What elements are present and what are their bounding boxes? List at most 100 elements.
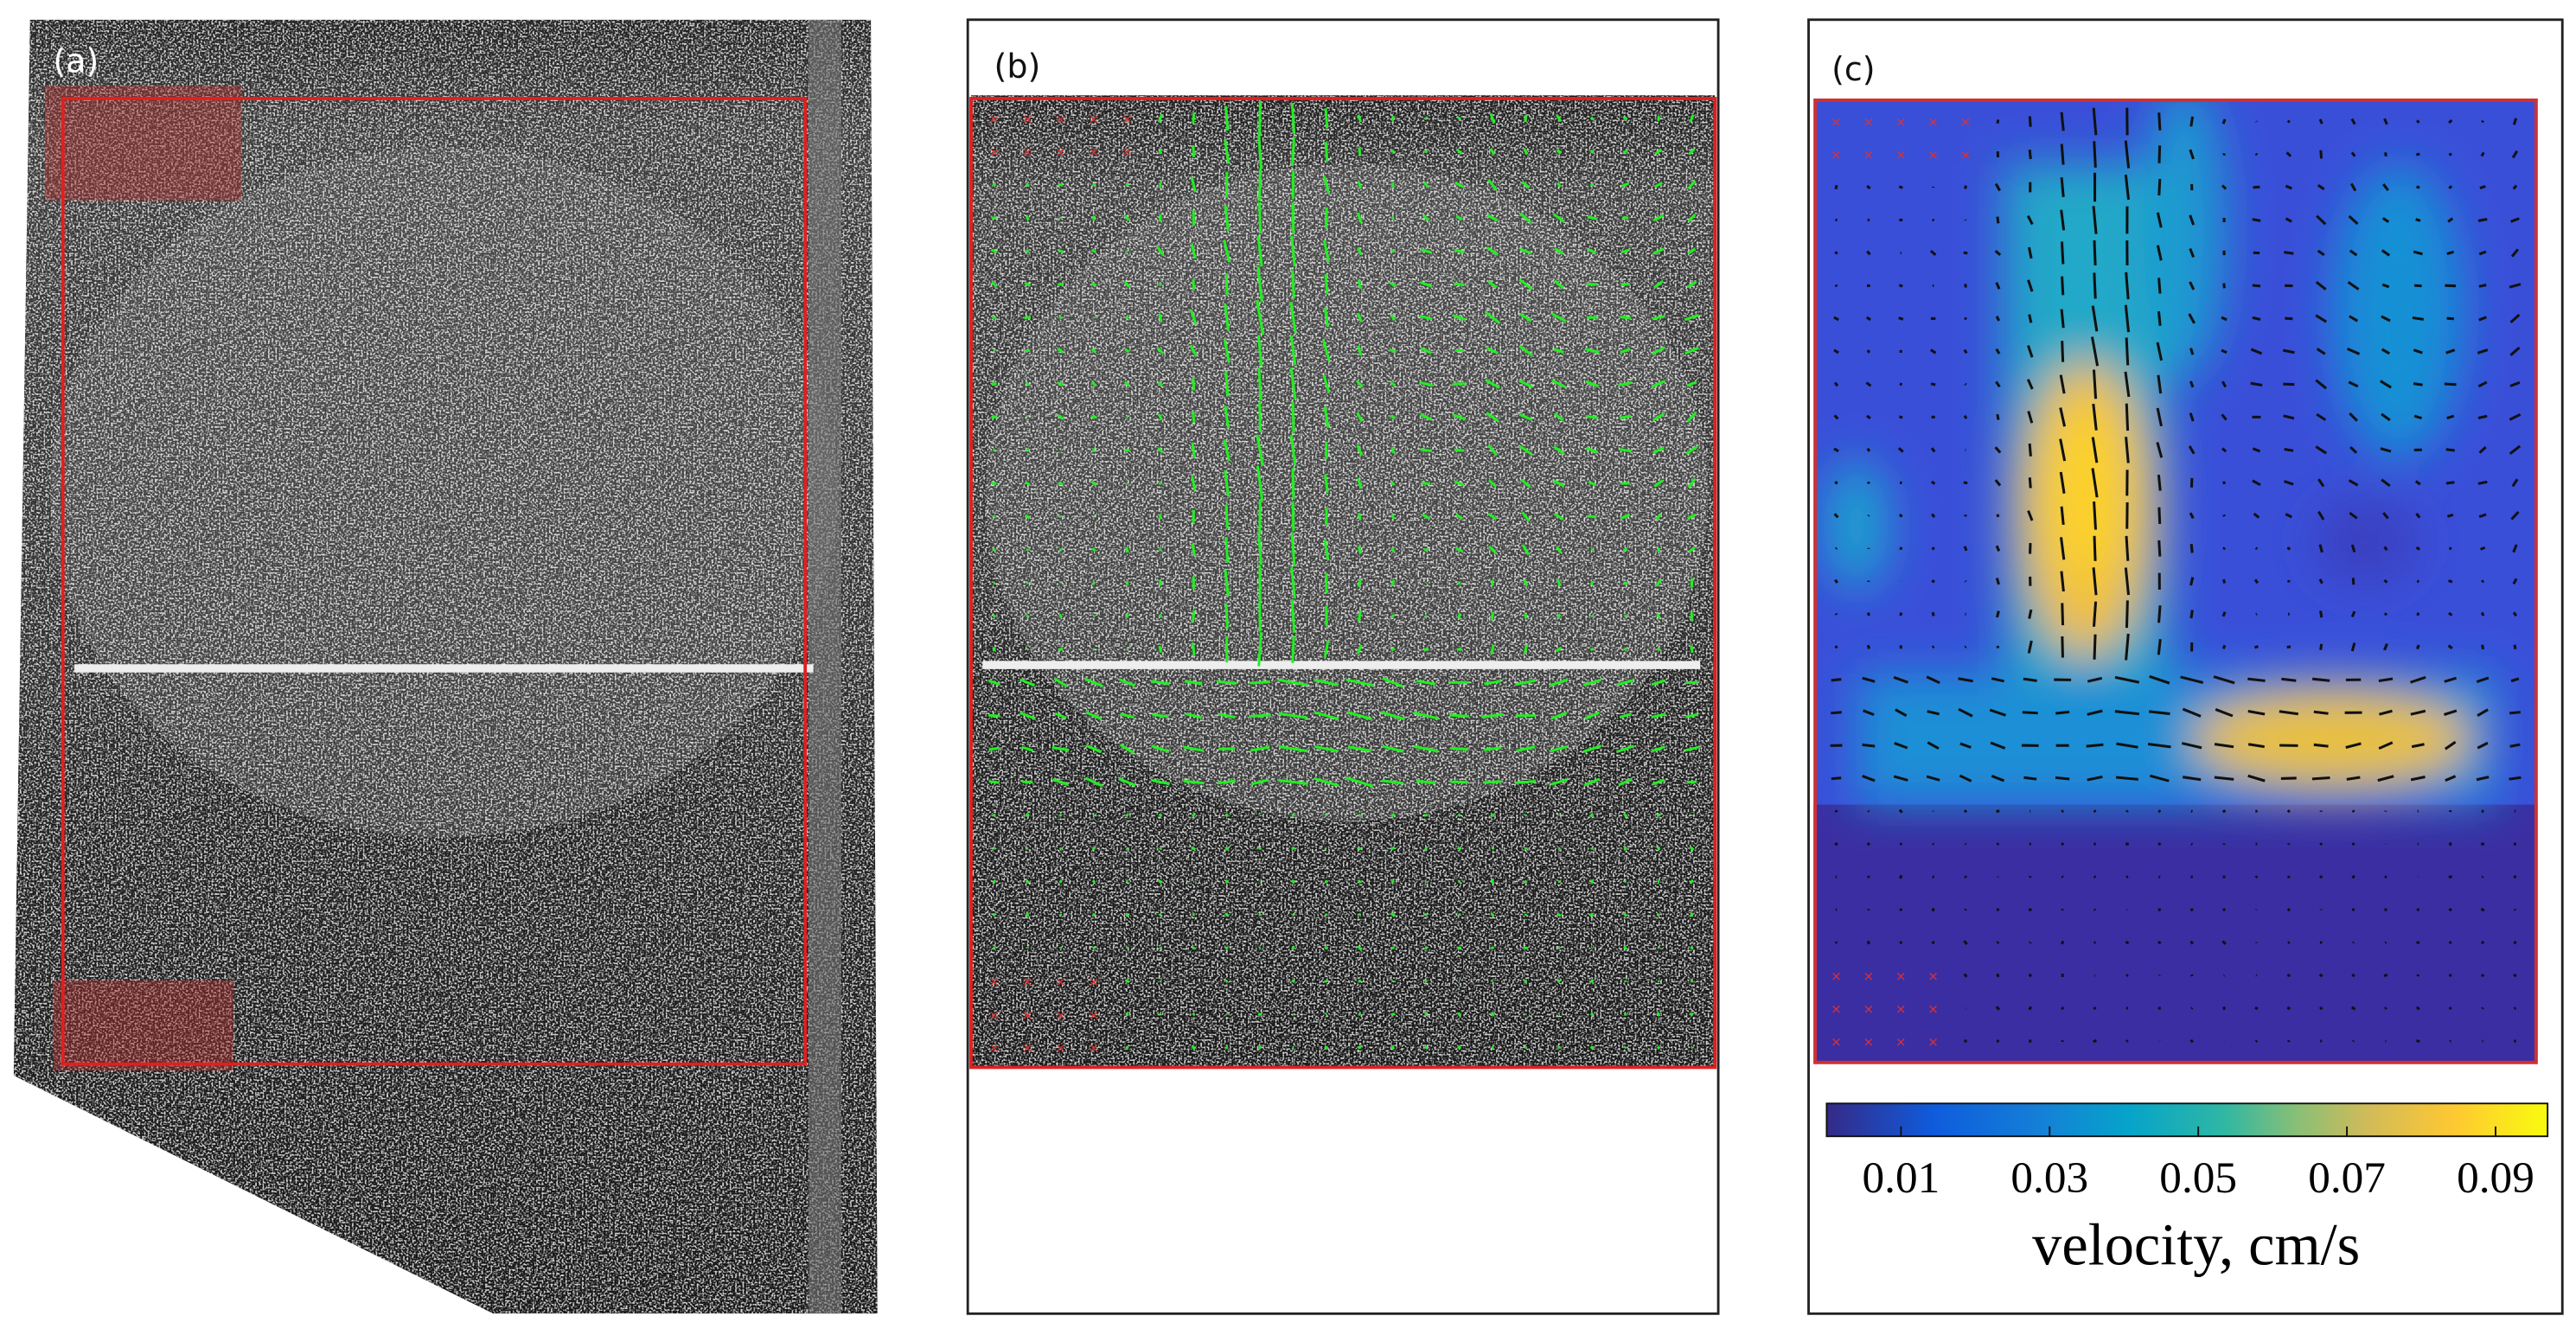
flow-arrow: [2284, 448, 2294, 452]
flow-arrow: [1357, 610, 1363, 623]
flow-arrow: [2060, 571, 2065, 592]
flow-arrow: [2093, 875, 2097, 878]
flow-arrow: [2448, 842, 2452, 846]
flow-arrow: [2316, 214, 2327, 226]
flow-arrow: [2509, 743, 2521, 748]
flow-arrow: [1026, 415, 1029, 418]
flow-arrow: [1324, 979, 1329, 983]
flow-arrow: [1994, 446, 2002, 454]
flow-arrow: [1224, 912, 1230, 917]
flow-arrow: [1422, 482, 1431, 486]
flow-arrow: [2411, 743, 2425, 749]
flow-arrow: [2478, 513, 2487, 519]
flow-arrow: [2350, 118, 2356, 125]
flow-arrow: [1291, 945, 1295, 950]
flow-arrow: [2381, 412, 2391, 422]
flow-arrow: [1554, 247, 1564, 255]
flow-arrow: [2125, 1039, 2129, 1043]
flow-arrow: [1655, 578, 1662, 587]
flow-arrow: [1224, 979, 1229, 983]
flow-arrow: [1656, 1045, 1661, 1050]
flow-arrow: [1589, 912, 1595, 917]
flow-arrow: [1485, 379, 1500, 389]
flow-arrow: [1390, 1012, 1396, 1017]
flow-arrow: [1090, 415, 1097, 419]
flow-arrow: [1831, 711, 1842, 715]
flow-arrow: [1346, 776, 1374, 788]
flow-arrow: [1926, 775, 1940, 782]
flow-arrow: [2313, 743, 2329, 748]
flow-arrow: [1125, 182, 1129, 187]
flow-arrow: [2315, 445, 2327, 455]
flow-arrow: [1651, 679, 1666, 687]
flow-arrow: [2157, 908, 2162, 912]
flow-arrow: [1686, 412, 1697, 423]
flow-arrow: [2509, 711, 2521, 715]
flow-arrow: [2319, 941, 2323, 944]
flow-arrow: [1518, 344, 1533, 357]
flow-arrow: [1964, 875, 1967, 879]
flow-arrow: [1091, 249, 1096, 253]
flow-arrow: [1225, 1012, 1229, 1016]
flow-arrow: [2188, 313, 2196, 324]
flow-arrow: [2092, 107, 2098, 136]
masked-point: ×: [1927, 1001, 1939, 1017]
flow-arrow: [1024, 316, 1031, 320]
flow-arrow: [2448, 974, 2452, 978]
flow-arrow: [1357, 846, 1362, 851]
flow-arrow: [1059, 581, 1063, 584]
flow-arrow: [1291, 913, 1295, 917]
flow-arrow: [2028, 477, 2032, 489]
flow-arrow: [1550, 712, 1568, 720]
flow-arrow: [2513, 1039, 2517, 1043]
flow-arrow: [1419, 281, 1433, 288]
flow-arrow: [1291, 468, 1295, 499]
flow-arrow: [1323, 640, 1330, 658]
flow-arrow: [1524, 846, 1528, 851]
flow-arrow: [1556, 613, 1562, 619]
flow-arrow: [1120, 712, 1135, 719]
flow-arrow: [1623, 912, 1628, 917]
flow-arrow: [992, 813, 996, 817]
flow-arrow: [2445, 284, 2457, 288]
flow-arrow: [1927, 741, 1940, 751]
flow-arrow: [1687, 180, 1697, 190]
flow-arrow: [1929, 249, 1937, 256]
flow-arrow: [1622, 149, 1628, 155]
flow-arrow: [1421, 513, 1431, 521]
flow-arrow: [2125, 600, 2129, 629]
flow-arrow: [1382, 677, 1404, 688]
flow-arrow: [1224, 504, 1229, 529]
flow-arrow: [1490, 1012, 1495, 1017]
flow-arrow: [1192, 411, 1196, 424]
flow-arrow: [1119, 744, 1135, 755]
flow-arrow: [1623, 945, 1628, 951]
flow-arrow: [1052, 777, 1070, 787]
flow-arrow: [1278, 744, 1308, 753]
flow-arrow: [1026, 448, 1030, 452]
flow-arrow: [2061, 276, 2065, 296]
flow-arrow: [2416, 579, 2419, 584]
flow-arrow: [2512, 578, 2518, 584]
flow-arrow: [2416, 612, 2420, 616]
flow-arrow: [1291, 401, 1295, 433]
flow-arrow: [1058, 813, 1063, 817]
flow-arrow: [1964, 316, 1967, 321]
flow-arrow: [2087, 709, 2103, 716]
flow-arrow: [1357, 578, 1363, 588]
flow-arrow: [1413, 744, 1439, 753]
flow-arrow: [2381, 182, 2389, 192]
flow-arrow: [2318, 544, 2324, 553]
flow-arrow: [1833, 381, 1839, 387]
flow-arrow: [1995, 545, 2001, 552]
flow-arrow: [2093, 809, 2097, 814]
flow-arrow: [2157, 639, 2162, 655]
flow-arrow: [2091, 437, 2099, 463]
flow-arrow: [1690, 1012, 1694, 1017]
flow-arrow: [2189, 512, 2195, 520]
flow-arrow: [1834, 251, 1838, 255]
flow-arrow: [1382, 744, 1404, 753]
flow-arrow: [1224, 273, 1229, 296]
flow-arrow: [2253, 512, 2260, 519]
